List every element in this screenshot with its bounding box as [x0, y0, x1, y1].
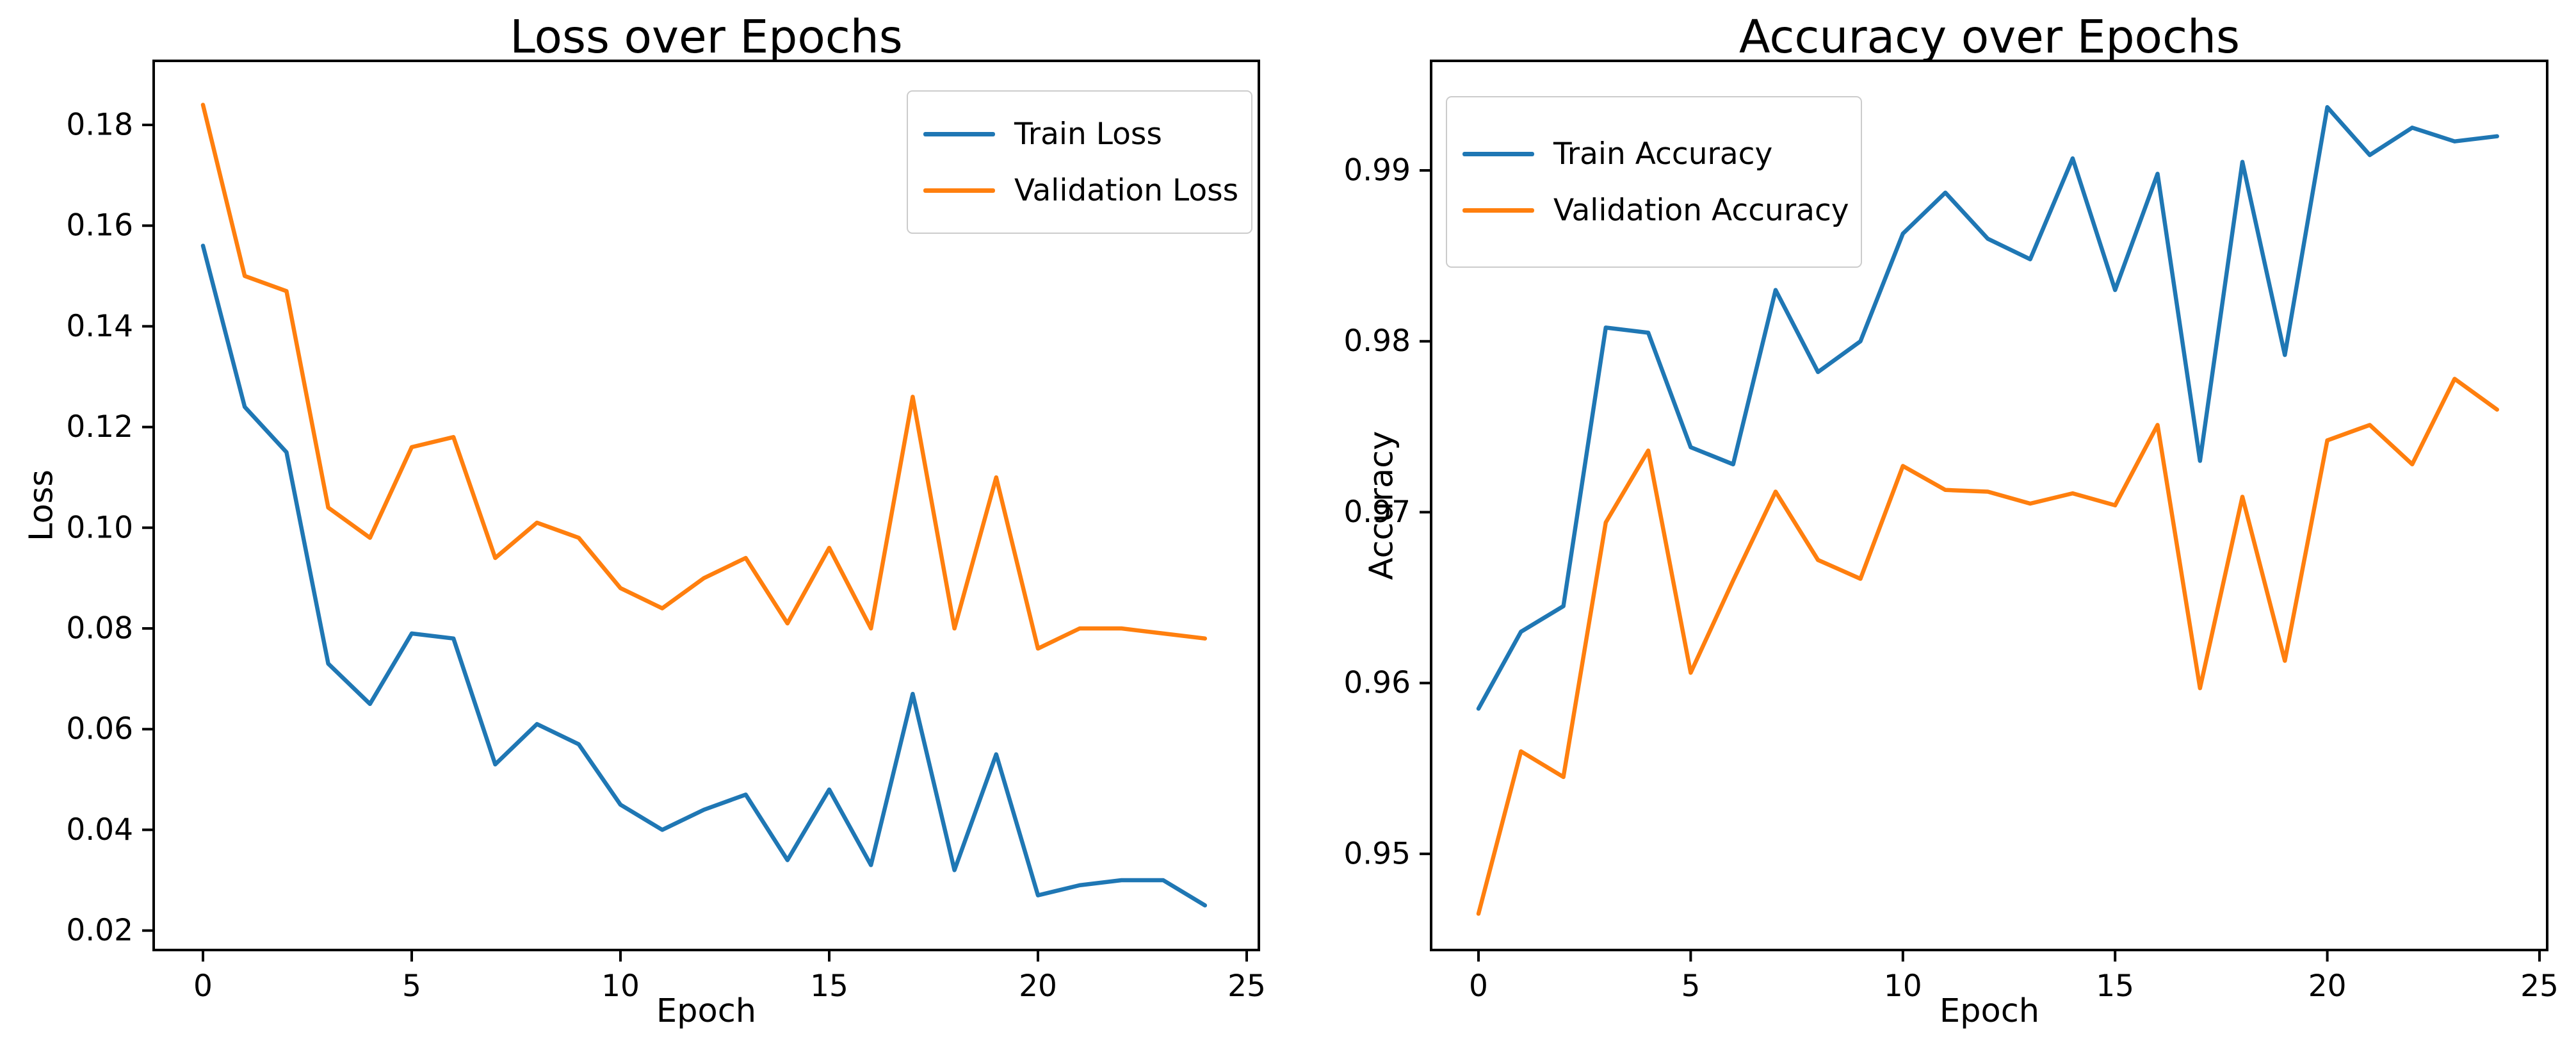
train-accuracy-line: [1476, 105, 2499, 711]
accuracy-plot: 0 5 10 15 20 25 0.95 0.96 0.97 0.98 0.99: [1343, 60, 2559, 1004]
loss-plot-border: [152, 60, 1260, 951]
train-loss-legend-label: Train Loss: [1014, 116, 1162, 152]
train-accuracy-legend-label: Train Accuracy: [1553, 136, 1773, 172]
validation-accuracy-legend-label: Validation Accuracy: [1553, 192, 1849, 228]
legend-entry-validation-loss: Validation Loss: [923, 172, 1239, 209]
loss-x-tick-label: 10: [601, 969, 640, 1004]
accuracy-x-tick-label: 20: [2308, 969, 2347, 1004]
loss-x-tick-label: 20: [1019, 969, 1057, 1004]
train-loss-line: [200, 243, 1208, 908]
accuracy-x-tick-label: 10: [1884, 969, 1922, 1004]
accuracy-x-tick-label: 25: [2520, 969, 2559, 1004]
validation-loss-legend-line: [923, 188, 995, 193]
loss-plot: 0 5 10 15 20 25 0.02 0.04 0.06 0.08 0.10 0.12 0.14 0.…: [66, 60, 1266, 1004]
accuracy-y-axis-label: Accuracy: [1363, 430, 1401, 580]
loss-y-tick-label: 0.12: [66, 409, 133, 445]
validation-accuracy-line: [1476, 377, 2499, 916]
loss-y-tick-label: 0.04: [66, 812, 133, 848]
accuracy-legend: Train Accuracy Validation Accuracy: [1446, 96, 1862, 268]
train-accuracy-legend-line: [1462, 151, 1534, 156]
legend-entry-validation-accuracy: Validation Accuracy: [1462, 192, 1849, 229]
accuracy-x-tick-label: 0: [1469, 969, 1488, 1004]
accuracy-x-axis-label: Epoch: [1939, 992, 2040, 1030]
accuracy-y-tick-label: 0.99: [1343, 153, 1411, 188]
validation-loss-line: [200, 102, 1208, 651]
accuracy-x-tick-label: 5: [1681, 969, 1700, 1004]
legend-entry-train-loss: Train Loss: [923, 115, 1236, 152]
legend-entry-train-accuracy: Train Accuracy: [1462, 135, 1845, 172]
accuracy-y-tick-label: 0.95: [1343, 836, 1411, 871]
validation-accuracy-legend-line: [1462, 208, 1534, 213]
loss-x-tick-label: 25: [1227, 969, 1266, 1004]
loss-y-tick-label: 0.16: [66, 208, 133, 243]
accuracy-y-tick-label: 0.96: [1343, 666, 1411, 701]
loss-y-tick-label: 0.02: [66, 913, 133, 948]
loss-y-tick-label: 0.06: [66, 712, 133, 747]
loss-y-tick-label: 0.18: [66, 108, 133, 143]
loss-y-tick-label: 0.10: [66, 510, 133, 545]
accuracy-y-tick-label: 0.97: [1343, 495, 1411, 530]
accuracy-chart-title: Accuracy over Epochs: [1738, 10, 2240, 63]
accuracy-plot-border: [1430, 60, 2548, 951]
loss-y-tick-label: 0.08: [66, 611, 133, 646]
loss-x-tick-label: 0: [193, 969, 213, 1004]
validation-loss-legend-label: Validation Loss: [1014, 172, 1239, 208]
accuracy-x-tick-label: 15: [2096, 969, 2134, 1004]
loss-x-tick-label: 15: [810, 969, 848, 1004]
loss-chart-title: Loss over Epochs: [510, 10, 903, 63]
loss-x-tick-label: 5: [402, 969, 421, 1004]
loss-y-axis-label: Loss: [22, 470, 61, 541]
loss-y-tick-label: 0.14: [66, 309, 133, 344]
accuracy-y-tick-label: 0.98: [1343, 324, 1411, 359]
loss-legend: Train Loss Validation Loss: [907, 90, 1252, 234]
loss-x-axis-label: Epoch: [656, 992, 757, 1030]
train-loss-legend-line: [923, 131, 995, 136]
